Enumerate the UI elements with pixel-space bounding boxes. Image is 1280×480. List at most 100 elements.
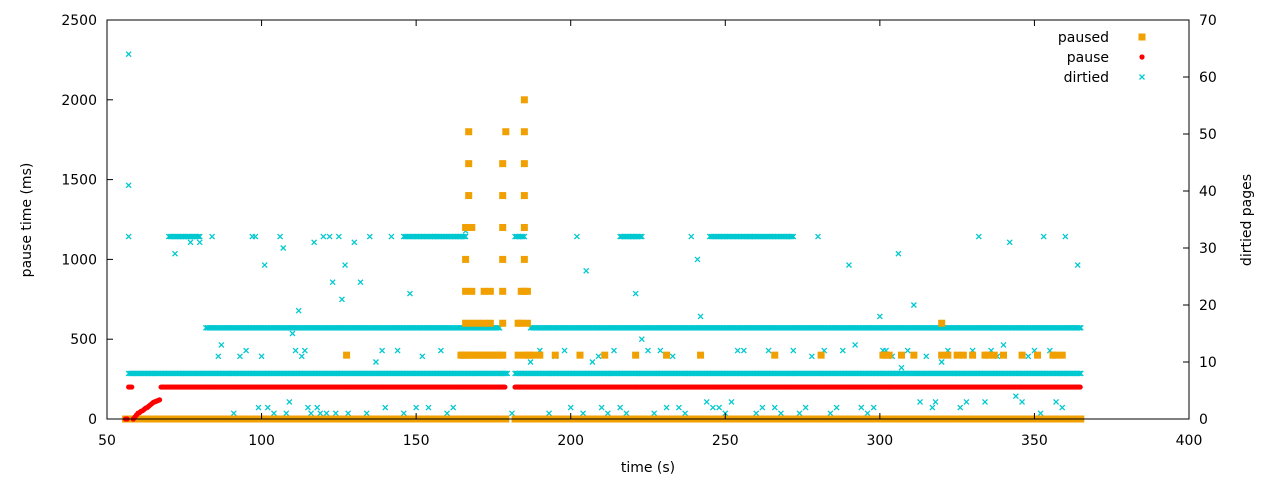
dirtied-point [172,250,178,257]
dirtied-point [802,404,809,411]
dirtied-point [351,239,358,246]
dirtied-point [1040,233,1047,240]
dirtied-point [437,347,444,354]
dirtied-point [1062,233,1069,240]
paused-point [499,319,507,327]
dirtied-point [252,233,259,240]
dirtied-point [870,404,877,411]
dirtied-point [187,239,194,246]
legend-label-dirtied: dirtied [1064,70,1109,86]
paused-point [517,319,525,327]
dirtied-point [951,370,958,377]
legend: paused pause dirtied [1058,30,1146,86]
dirtied-point [431,233,438,240]
y-tick-label: 1000 [61,252,97,268]
paused-point [520,255,528,263]
y2-tick-label: 30 [1199,241,1217,257]
dirtied-point [784,233,791,240]
dirtied-point [366,233,373,240]
dirtied-point [808,353,815,360]
paused-point [462,255,470,263]
x-tick-label: 100 [248,433,275,449]
dirtied-point [1076,324,1083,331]
dirtied-point [595,353,602,360]
paused-point [530,351,538,359]
dirtied-point [858,404,865,411]
dirtied-point [852,341,859,348]
dirtied-point [895,250,902,257]
dirtied-point [815,233,821,240]
paused-point [1052,351,1060,359]
dirtied-point [243,347,250,354]
dirtied-point [898,364,905,371]
dirtied-point [509,410,515,417]
y-tick-label: 2500 [61,13,97,29]
paused-point [959,351,967,359]
y2-tick-label: 50 [1199,127,1217,143]
paused-point [468,319,476,327]
dirtied-point [400,410,407,417]
paused-point [897,351,905,359]
dirtied-point [938,359,945,365]
dirtied-point [876,313,883,320]
dirtied-point [270,410,277,417]
dirtied-point [308,410,314,417]
dirtied-point [796,410,803,417]
dirtied-point [790,233,797,240]
paused-point [523,287,531,295]
dirtied-point [345,410,352,417]
dirtied-point [283,410,290,417]
dirtied-point [277,233,284,240]
paused-point [465,160,473,168]
y-tick-label: 1500 [61,173,97,189]
paused-point [910,351,918,359]
dirtied-point [286,398,293,405]
paused-point [1058,351,1066,359]
x-tick-label: 350 [1021,433,1048,449]
dirtied-point [1019,398,1026,405]
dirtied-point [301,347,308,354]
series-dirtied [125,51,1084,417]
dirtied-point [771,404,778,411]
dirtied-point [1053,398,1060,405]
legend-label-paused: paused [1058,30,1109,46]
paused-point [817,351,825,359]
paused-point [969,351,977,359]
dirtied-point [1000,341,1007,348]
chart-marks [122,51,1085,423]
dirtied-point [982,398,988,405]
dirtied-point [604,410,611,417]
dirtied-point [1012,393,1019,400]
dirtied-point [623,410,630,417]
y-axis-right: 0 10 20 30 40 50 60 70 [1183,13,1217,428]
dirtied-point [382,404,389,411]
y2-tick-label: 0 [1199,412,1208,428]
dirtied-point [215,353,222,360]
paused-point [551,351,559,359]
dirtied-point [833,404,840,411]
dirtied-point [629,233,636,240]
dirtied-point [304,404,311,411]
y2-tick-label: 40 [1199,184,1217,200]
paused-point [601,351,609,359]
dirtied-point [125,233,132,240]
paused-point [499,160,507,168]
paused-point [990,351,998,359]
dirtied-point [450,404,457,411]
dirtied-point [456,233,463,240]
dirtied-point [317,410,324,417]
paused-point [938,351,946,359]
paused-point [480,287,488,295]
dirtied-point [583,267,590,274]
dirtied-point [790,347,797,354]
dirtied-point [675,404,682,411]
paused-point [465,128,473,136]
pause-point [129,384,135,390]
dirtied-point [904,347,911,354]
paused-point [468,223,476,231]
dirtied-point [196,239,203,246]
paused-point [474,319,482,327]
dirtied-point [759,404,766,411]
dirtied-point [651,410,658,417]
legend-label-pause: pause [1067,50,1109,66]
